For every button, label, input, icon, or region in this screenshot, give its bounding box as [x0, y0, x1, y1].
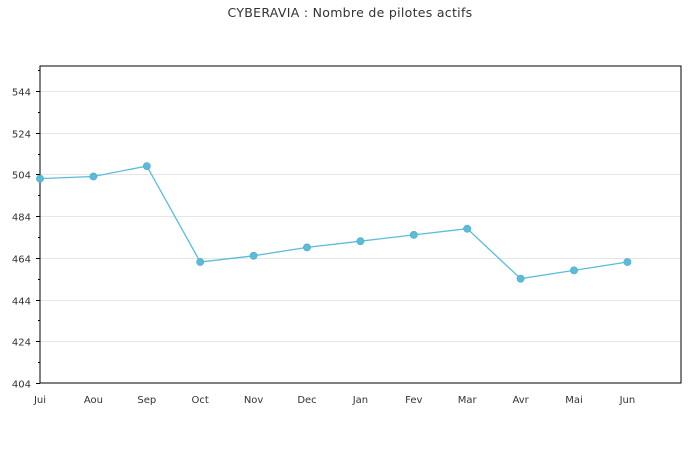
y-tick-label: 544 [12, 88, 31, 99]
x-tick-label: Dec [297, 395, 316, 406]
y-tick-label: 524 [12, 130, 31, 141]
data-point [409, 230, 418, 239]
x-tick-label: Jui [33, 395, 46, 406]
chart-title: CYBERAVIA : Nombre de pilotes actifs [227, 5, 473, 20]
x-tick-label: Oct [192, 395, 209, 406]
x-tick-label: Aou [84, 395, 103, 406]
x-tick-label: Fev [405, 395, 422, 406]
y-tick-label: 504 [12, 171, 31, 182]
y-tick-label: 464 [12, 255, 31, 266]
data-point [463, 224, 472, 233]
x-tick-label: Nov [244, 395, 264, 406]
x-tick-label: Mai [565, 395, 583, 406]
x-tick-label: Mar [458, 395, 478, 406]
data-point [196, 258, 205, 266]
x-axis: Jui Aou Sep Oct Nov Dec Jan Fev Mar Avr Mai Jun [33, 395, 635, 406]
series-group [36, 162, 632, 283]
data-point [142, 162, 151, 170]
data-point [516, 274, 525, 283]
y-tick-label: 444 [12, 297, 31, 308]
series-line [39, 165, 628, 280]
plot-area-frame [39, 65, 682, 384]
data-point [623, 258, 632, 266]
data-point [303, 243, 311, 252]
data-point [356, 237, 365, 246]
grid-lines [40, 91, 681, 342]
x-tick-label: Jun [619, 395, 636, 406]
x-tick-label: Sep [137, 395, 156, 406]
y-tick-label: 404 [12, 380, 31, 391]
data-point [570, 266, 578, 275]
x-tick-label: Avr [512, 395, 529, 406]
data-point [36, 174, 44, 183]
data-point [89, 172, 98, 181]
y-tick-label: 484 [12, 213, 31, 224]
data-point [249, 251, 258, 260]
y-tick-label: 424 [12, 338, 31, 349]
y-axis: 404 424 444 464 484 504 524 544 [12, 70, 40, 391]
x-tick-label: Jan [352, 395, 368, 406]
